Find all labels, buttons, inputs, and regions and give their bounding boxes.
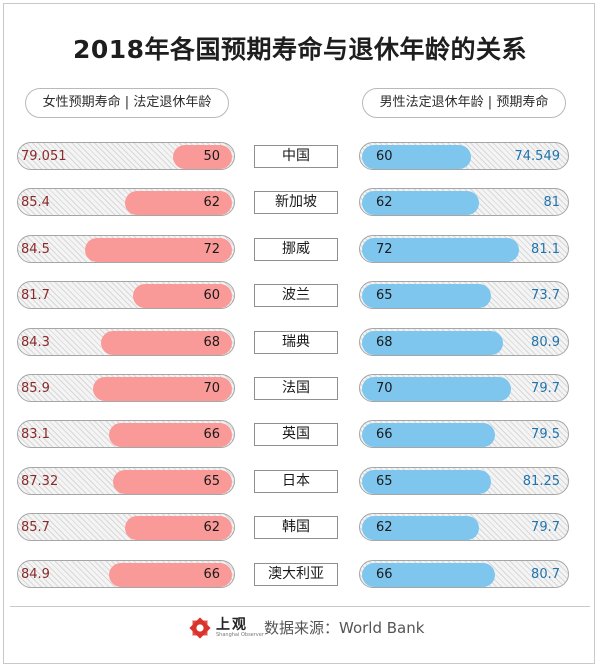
shanghai-observer-logo-icon <box>189 617 211 639</box>
female-life-expectancy-label: 87.32 <box>21 474 59 489</box>
female-retirement-label: 62 <box>203 195 220 210</box>
female-life-expectancy-label: 79.051 <box>21 149 67 164</box>
female-bar-track: 84.3 68 <box>17 328 235 356</box>
data-source: 数据来源：World Bank <box>264 619 425 637</box>
country-label: 法国 <box>254 377 338 400</box>
country-label: 英国 <box>254 423 338 446</box>
female-bar-track: 81.7 60 <box>17 281 235 309</box>
female-life-expectancy-label: 83.1 <box>21 427 50 442</box>
female-life-expectancy-label: 81.7 <box>21 288 50 303</box>
female-bar-track: 85.4 62 <box>17 188 235 216</box>
male-retirement-bar <box>362 563 495 587</box>
male-retirement-label: 66 <box>376 427 393 442</box>
female-retirement-bar <box>109 563 232 587</box>
male-retirement-bar <box>362 284 491 308</box>
male-life-expectancy-label: 80.9 <box>531 335 560 350</box>
male-life-expectancy-label: 79.5 <box>531 427 560 442</box>
female-retirement-bar <box>124 516 232 540</box>
male-bar-track: 60 74.549 <box>359 142 569 170</box>
female-retirement-bar <box>85 238 232 262</box>
female-retirement-label: 60 <box>203 288 220 303</box>
male-retirement-label: 72 <box>376 242 393 257</box>
male-life-expectancy-label: 80.7 <box>531 567 560 582</box>
female-retirement-bar <box>113 470 232 494</box>
male-bar-track: 70 79.7 <box>359 374 569 402</box>
male-bar-track: 65 73.7 <box>359 281 569 309</box>
female-bar-track: 79.051 50 <box>17 142 235 170</box>
male-retirement-bar <box>362 423 495 447</box>
male-retirement-label: 60 <box>376 149 393 164</box>
male-life-expectancy-label: 79.7 <box>531 381 560 396</box>
footer-divider <box>10 606 590 607</box>
country-label: 波兰 <box>254 284 338 307</box>
country-label: 中国 <box>254 145 338 168</box>
male-retirement-bar <box>362 377 511 401</box>
male-retirement-label: 70 <box>376 381 393 396</box>
country-label: 瑞典 <box>254 331 338 354</box>
male-retirement-bar <box>362 331 503 355</box>
female-life-expectancy-label: 85.9 <box>21 381 50 396</box>
female-life-expectancy-label: 85.7 <box>21 520 50 535</box>
female-retirement-label: 65 <box>203 474 220 489</box>
male-life-expectancy-label: 74.549 <box>514 149 561 164</box>
male-bar-track: 65 81.25 <box>359 467 569 495</box>
male-retirement-bar <box>362 145 472 169</box>
male-retirement-bar <box>362 516 480 540</box>
female-retirement-bar <box>101 331 232 355</box>
male-bar-track: 62 81 <box>359 188 569 216</box>
male-life-expectancy-label: 81.25 <box>522 474 560 489</box>
male-bar-track: 66 79.5 <box>359 420 569 448</box>
male-bar-track: 72 81.1 <box>359 235 569 263</box>
female-life-expectancy-label: 85.4 <box>21 195 50 210</box>
male-bar-track: 66 80.7 <box>359 560 569 588</box>
male-retirement-label: 62 <box>376 520 393 535</box>
country-label: 韩国 <box>254 516 338 539</box>
female-bar-track: 83.1 66 <box>17 420 235 448</box>
male-retirement-label: 66 <box>376 567 393 582</box>
female-retirement-bar <box>132 284 232 308</box>
male-retirement-label: 65 <box>376 288 393 303</box>
male-retirement-bar <box>362 470 491 494</box>
country-label: 澳大利亚 <box>254 563 338 586</box>
female-bar-track: 84.9 66 <box>17 560 235 588</box>
male-retirement-label: 65 <box>376 474 393 489</box>
country-label: 日本 <box>254 470 338 493</box>
country-label: 挪威 <box>254 238 338 261</box>
male-retirement-bar <box>362 191 480 215</box>
female-life-expectancy-label: 84.5 <box>21 242 50 257</box>
legend-male: 男性法定退休年龄 | 预期寿命 <box>362 88 566 118</box>
female-bar-track: 85.9 70 <box>17 374 235 402</box>
female-retirement-label: 66 <box>203 427 220 442</box>
logo-text: 上观 <box>216 617 248 633</box>
male-retirement-bar <box>362 238 519 262</box>
legend-female: 女性预期寿命 | 法定退休年龄 <box>25 88 229 118</box>
female-retirement-bar <box>93 377 232 401</box>
female-bar-track: 84.5 72 <box>17 235 235 263</box>
female-retirement-bar <box>172 145 232 169</box>
male-bar-track: 62 79.7 <box>359 513 569 541</box>
chart-title: 2018年各国预期寿命与退休年龄的关系 <box>72 35 528 64</box>
male-life-expectancy-label: 79.7 <box>531 520 560 535</box>
female-retirement-bar <box>109 423 232 447</box>
female-retirement-label: 68 <box>203 335 220 350</box>
female-retirement-bar <box>124 191 232 215</box>
male-retirement-label: 68 <box>376 335 393 350</box>
female-retirement-label: 70 <box>203 381 220 396</box>
male-bar-track: 68 80.9 <box>359 328 569 356</box>
country-label: 新加坡 <box>254 191 338 214</box>
male-retirement-label: 62 <box>376 195 393 210</box>
logo-subtext: Shanghai Observer <box>216 632 264 638</box>
male-life-expectancy-label: 81.1 <box>531 242 560 257</box>
female-retirement-label: 66 <box>203 567 220 582</box>
female-retirement-label: 62 <box>203 520 220 535</box>
female-bar-track: 85.7 62 <box>17 513 235 541</box>
female-retirement-label: 72 <box>203 242 220 257</box>
female-bar-track: 87.32 65 <box>17 467 235 495</box>
male-life-expectancy-label: 73.7 <box>531 288 560 303</box>
male-life-expectancy-label: 81 <box>543 195 560 210</box>
female-life-expectancy-label: 84.9 <box>21 567 50 582</box>
female-retirement-label: 50 <box>203 149 220 164</box>
female-life-expectancy-label: 84.3 <box>21 335 50 350</box>
